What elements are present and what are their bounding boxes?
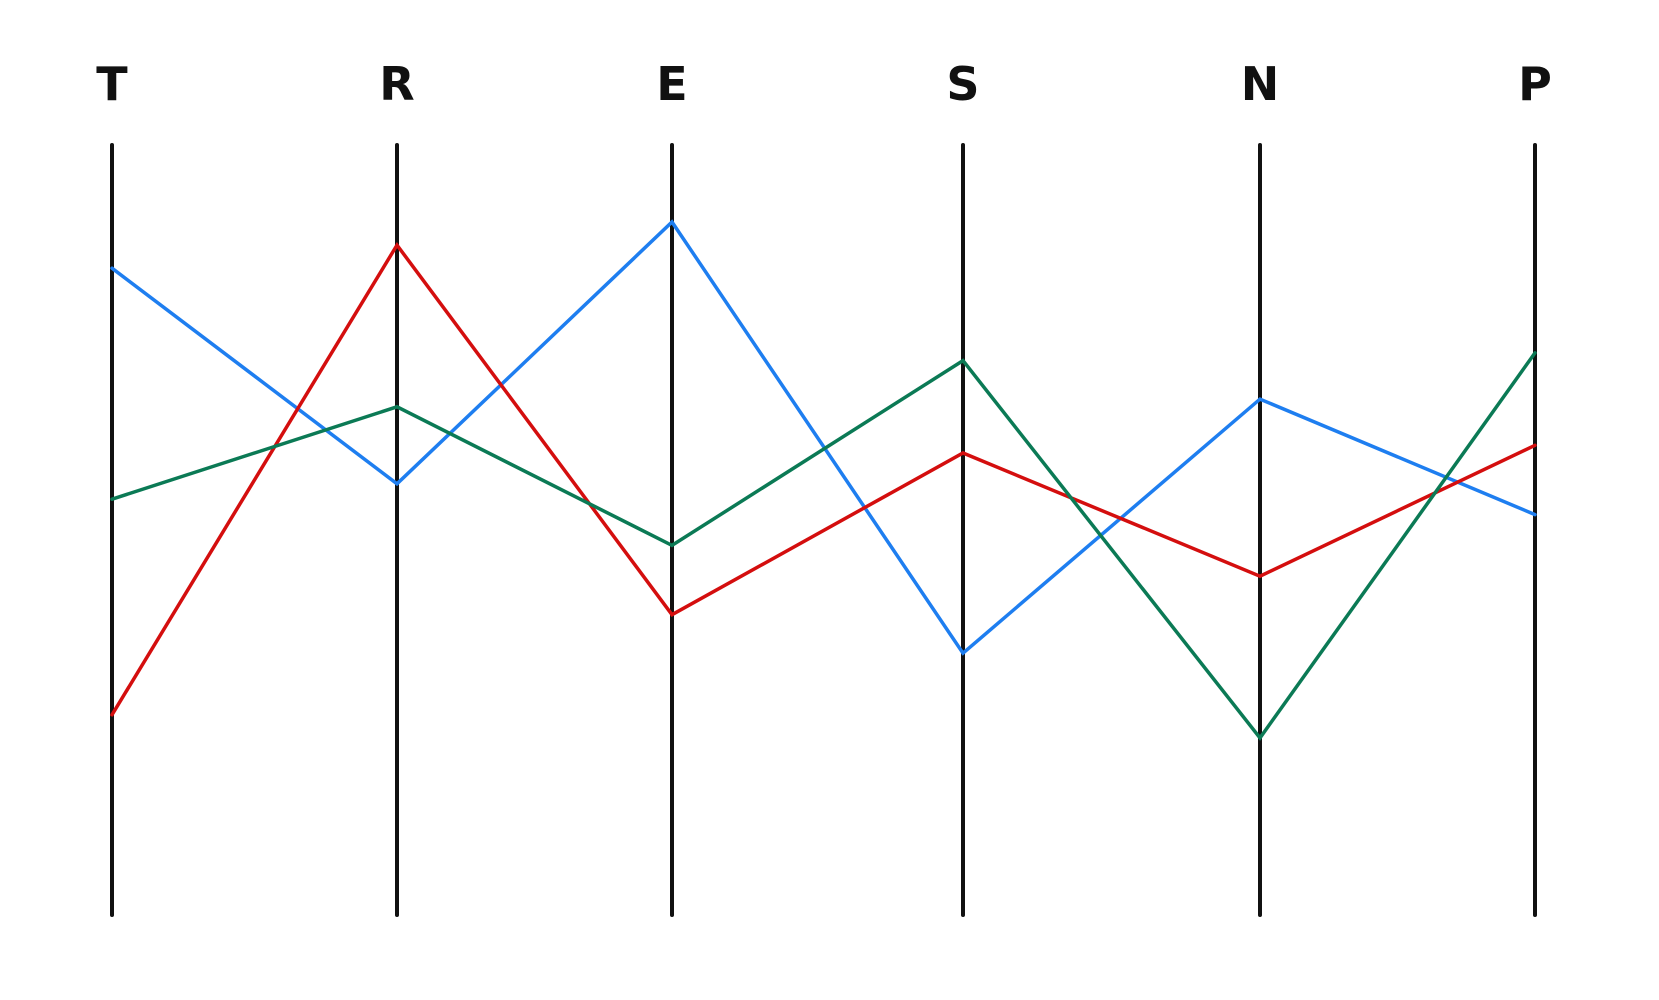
series-group [110,219,1537,741]
series-line-3 [110,351,1537,741]
series-line-1 [110,219,1537,656]
axis-label-r: R [379,57,414,111]
axis-label-e: E [656,57,687,111]
axis-label-s: S [946,57,979,111]
axis-label-t: T [96,57,128,111]
axis-label-n: N [1241,57,1280,111]
series-line-2 [110,241,1537,717]
axis-label-p: P [1518,57,1552,111]
